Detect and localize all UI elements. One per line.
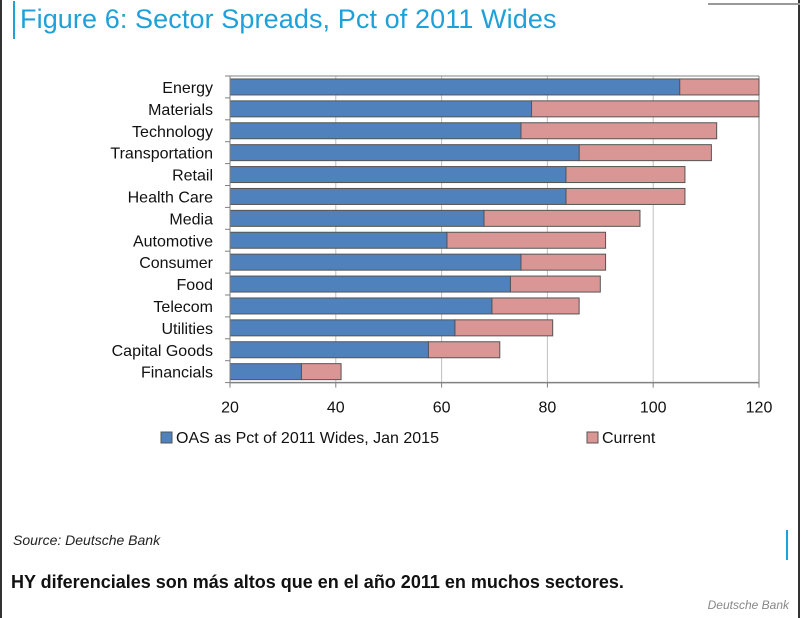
legend-swatch-current — [586, 431, 599, 444]
category-label: Food — [177, 277, 213, 294]
bar-current — [427, 341, 501, 359]
bar-current — [578, 144, 712, 162]
caption: HY diferenciales son más altos que en el… — [11, 572, 624, 592]
x-tick-label: 120 — [746, 400, 773, 417]
category-label: Utilities — [161, 321, 213, 338]
category-label: Technology — [132, 124, 213, 141]
bar-oas — [229, 275, 511, 293]
bar-current — [520, 122, 718, 140]
legend-label-current: Current — [602, 430, 656, 447]
bar-current — [520, 253, 607, 271]
bar-current — [679, 78, 760, 96]
category-label: Retail — [172, 168, 213, 185]
category-label: Consumer — [139, 255, 213, 272]
bar-oas — [229, 209, 485, 227]
window-edge — [708, 3, 800, 5]
source-note: Source: Deutsche Bank — [13, 532, 161, 548]
x-tick-label: 20 — [221, 400, 239, 417]
window-border-left — [0, 0, 2, 618]
bar-current — [565, 166, 686, 184]
x-tick-label: 80 — [539, 400, 557, 417]
category-label: Media — [169, 211, 213, 228]
bars — [229, 78, 760, 381]
category-label: Telecom — [153, 299, 213, 316]
category-label: Energy — [162, 80, 213, 97]
window-border-right — [798, 0, 800, 618]
bar-current — [509, 275, 601, 293]
credit: Deutsche Bank — [707, 598, 789, 612]
bar-oas — [229, 319, 456, 337]
x-tick-label: 100 — [640, 400, 667, 417]
bar-oas — [229, 122, 522, 140]
title-accent-bar — [13, 1, 15, 39]
bar-current — [300, 363, 342, 381]
category-labels: Energy Materials Technology Transportation R… — [110, 80, 213, 382]
bar-oas — [229, 253, 522, 271]
accent-bar — [786, 530, 788, 560]
bar-oas — [229, 100, 533, 118]
bar-current — [531, 100, 760, 118]
bar-current — [483, 209, 641, 227]
category-label: Financials — [141, 365, 213, 382]
x-axis — [225, 75, 760, 388]
bar-oas — [229, 363, 302, 381]
figure-title: Figure 6: Sector Spreads, Pct of 2011 Wi… — [20, 4, 557, 34]
bar-oas — [229, 144, 580, 162]
x-tick-label: 60 — [433, 400, 451, 417]
category-label: Materials — [148, 102, 213, 119]
legend-label-oas: OAS as Pct of 2011 Wides, Jan 2015 — [176, 430, 439, 447]
bar-current — [491, 297, 580, 315]
tick-labels: 20 40 60 80 100 120 — [221, 400, 772, 417]
bar-oas — [229, 231, 448, 249]
gridlines — [229, 75, 760, 383]
category-label: Transportation — [110, 146, 213, 163]
bar-chart: Energy Materials Technology Transportation R… — [110, 75, 772, 447]
legend: OAS as Pct of 2011 Wides, Jan 2015 Curre… — [160, 430, 656, 447]
bar-current — [565, 187, 686, 205]
category-label: Automotive — [133, 233, 213, 250]
bar-oas — [229, 166, 567, 184]
bar-current — [454, 319, 554, 337]
bar-current — [446, 231, 607, 249]
x-tick-label: 40 — [327, 400, 345, 417]
category-label: Health Care — [128, 189, 213, 206]
bar-oas — [229, 341, 429, 359]
bar-oas — [229, 187, 567, 205]
legend-swatch-oas — [160, 431, 173, 444]
bar-oas — [229, 297, 493, 315]
category-label: Capital Goods — [112, 343, 213, 360]
bar-oas — [229, 78, 681, 96]
